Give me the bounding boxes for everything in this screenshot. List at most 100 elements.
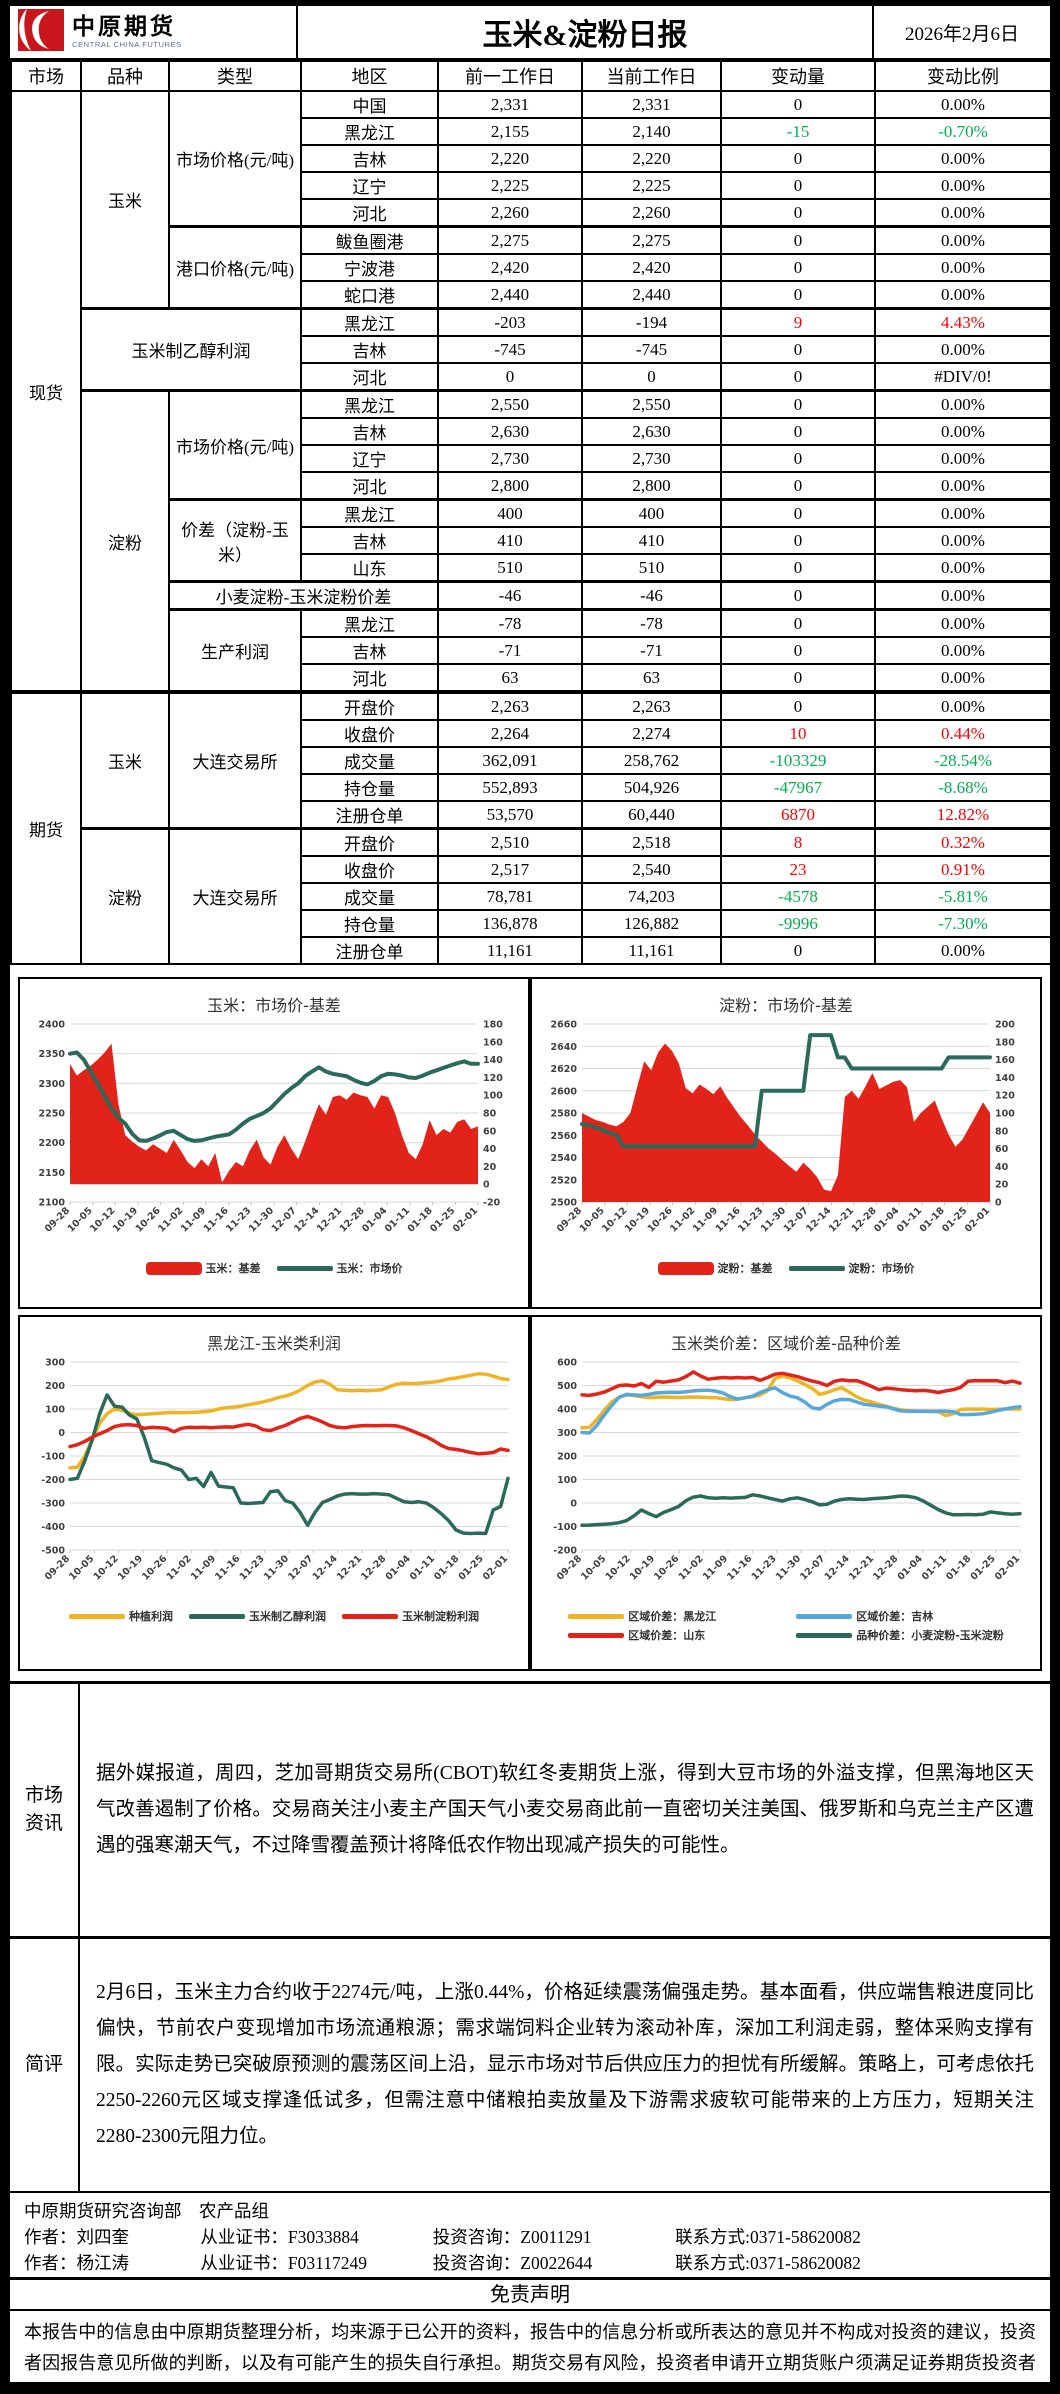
table-cell: 6870 bbox=[720, 800, 876, 830]
svg-text:0: 0 bbox=[483, 1180, 490, 1191]
svg-text:12-21: 12-21 bbox=[335, 1553, 364, 1582]
svg-text:-400: -400 bbox=[41, 1522, 65, 1533]
table-cell: 玉米 bbox=[80, 90, 170, 310]
table-row: 吉林 2,630 2,630 0 0.00% bbox=[11, 417, 1050, 446]
table-cell: 持仓量 bbox=[300, 773, 439, 802]
legend-item: 淀粉：基差 bbox=[657, 1260, 773, 1276]
author-advisory: 投资咨询：Z0022644 bbox=[432, 2253, 593, 2273]
legend-item: 玉米制乙醇利润 bbox=[189, 1608, 326, 1624]
table-cell: 0.00% bbox=[874, 526, 1050, 555]
table-cell: -71 bbox=[437, 636, 583, 665]
table-cell: 10 bbox=[720, 719, 876, 748]
svg-text:12-14: 12-14 bbox=[823, 1553, 853, 1583]
table-cell: 收盘价 bbox=[300, 855, 439, 884]
svg-text:-200: -200 bbox=[553, 1546, 577, 1557]
charts-row-1: 玉米：市场价-基差 2100 2150 2200 2250 2300 2350 2400 -2… bbox=[18, 977, 1042, 1309]
legend-swatch-icon bbox=[342, 1613, 398, 1619]
table-cell: 2,260 bbox=[437, 198, 583, 228]
svg-text:400: 400 bbox=[557, 1405, 577, 1416]
table-cell: 552,893 bbox=[437, 773, 583, 802]
table-row: 河北 63 63 0 0.00% bbox=[11, 663, 1050, 693]
svg-text:01-18: 01-18 bbox=[432, 1553, 462, 1583]
svg-text:12-28: 12-28 bbox=[871, 1553, 901, 1583]
chart-starch-basis: 淀粉：市场价-基差 2500 2520 2540 2560 2580 2600 2620 26… bbox=[530, 977, 1042, 1309]
table-cell: 0.00% bbox=[874, 444, 1050, 473]
table-cell: 黑龙江 bbox=[300, 389, 439, 419]
table-cell: 0 bbox=[720, 498, 876, 528]
chart-title: 淀粉：市场价-基差 bbox=[719, 996, 853, 1015]
table-cell: 504,926 bbox=[581, 773, 722, 802]
svg-text:300: 300 bbox=[557, 1428, 577, 1439]
table-cell: 2,260 bbox=[581, 198, 722, 228]
legend-swatch-icon bbox=[796, 1632, 853, 1638]
table-cell: 吉林 bbox=[300, 526, 439, 555]
chart-corn-spreads: 玉米类价差：区域价差-品种价差 -200 -100 0 100 200 300 400 500… bbox=[530, 1315, 1042, 1671]
table-row: 持仓量 552,893 504,926 -47967 -8.68% bbox=[11, 773, 1050, 802]
report-date: 2026年2月6日 bbox=[872, 6, 1050, 58]
table-cell: 吉林 bbox=[300, 636, 439, 665]
table-cell: 0 bbox=[720, 444, 876, 473]
market-info-body: 据外媒报道，周四，芝加哥期货交易所(CBOT)软红冬麦期货上涨，得到大豆市场的外… bbox=[80, 1684, 1050, 1936]
table-cell: 蛇口港 bbox=[300, 280, 439, 310]
table-cell: 0.00% bbox=[874, 608, 1050, 638]
svg-text:12-07: 12-07 bbox=[286, 1553, 315, 1582]
table-cell: 小麦淀粉-玉米淀粉价差 bbox=[168, 580, 439, 611]
column-header: 变动比例 bbox=[874, 60, 1050, 92]
market-info-label: 市场资讯 bbox=[10, 1684, 80, 1936]
svg-text:2250: 2250 bbox=[39, 1109, 66, 1120]
svg-text:2620: 2620 bbox=[551, 1064, 578, 1075]
table-cell: 136,878 bbox=[437, 909, 583, 938]
svg-text:01-25: 01-25 bbox=[457, 1553, 486, 1582]
table-cell: 2,220 bbox=[437, 144, 583, 173]
table-cell: 大连交易所 bbox=[168, 690, 302, 830]
svg-text:2660: 2660 bbox=[551, 1020, 578, 1031]
charts-area: 玉米：市场价-基差 2100 2150 2200 2250 2300 2350 2400 -2… bbox=[10, 965, 1050, 1671]
table-cell: 山东 bbox=[300, 553, 439, 583]
table-cell: 11,161 bbox=[437, 936, 583, 965]
svg-text:2640: 2640 bbox=[551, 1042, 578, 1053]
table-cell: 河北 bbox=[300, 471, 439, 501]
author-advisory: 投资咨询：Z0011291 bbox=[432, 2227, 592, 2247]
table-cell: 2,275 bbox=[437, 225, 583, 255]
table-row: 山东 510 510 0 0.00% bbox=[11, 553, 1050, 583]
table-cell: 0 bbox=[720, 90, 876, 119]
table-cell: -15 bbox=[720, 117, 876, 146]
table-cell: 2,420 bbox=[437, 253, 583, 282]
table-cell: 0 bbox=[720, 471, 876, 501]
table-cell: 8 bbox=[720, 827, 876, 857]
legend-item: 淀粉：市场价 bbox=[788, 1260, 915, 1276]
table-cell: 400 bbox=[437, 498, 583, 528]
table-row: 河北 2,800 2,800 0 0.00% bbox=[11, 471, 1050, 501]
table-cell: 0 bbox=[720, 335, 876, 364]
legend-swatch-icon bbox=[796, 1613, 853, 1619]
svg-text:10-05: 10-05 bbox=[579, 1553, 608, 1582]
svg-text:-100: -100 bbox=[41, 1452, 65, 1463]
legend-item: 玉米：市场价 bbox=[276, 1260, 403, 1276]
charts-row-2: 黑龙江-玉米类利润 -500 -400 -300 -200 -100 0 100 200 300… bbox=[18, 1315, 1042, 1671]
table-row: 成交量 362,091 258,762 -103329 -28.54% bbox=[11, 746, 1050, 775]
table-cell: 收盘价 bbox=[300, 719, 439, 748]
table-cell: 吉林 bbox=[300, 417, 439, 446]
chart-title: 玉米：市场价-基差 bbox=[207, 996, 341, 1015]
table-row: 持仓量 136,878 126,882 -9996 -7.30% bbox=[11, 909, 1050, 938]
chart-canvas: 2500 2520 2540 2560 2580 2600 2620 2640 2660 0 20 4… bbox=[551, 1020, 1016, 1235]
svg-text:11-30: 11-30 bbox=[262, 1553, 292, 1583]
legend-item: 种植利润 bbox=[69, 1608, 173, 1624]
column-header: 前一工作日 bbox=[437, 60, 583, 92]
table-cell: 510 bbox=[581, 553, 722, 583]
legend-item: 玉米制淀粉利润 bbox=[342, 1608, 479, 1624]
table-row: 生产利润 黑龙江 -78 -78 0 0.00% bbox=[11, 608, 1050, 693]
table-cell: 2,225 bbox=[437, 171, 583, 200]
table-cell: 辽宁 bbox=[300, 444, 439, 473]
table-cell: 0 bbox=[720, 690, 876, 721]
report-header: 中原期货 CENTRAL CHINA FUTURES 玉米&淀粉日报 2026年… bbox=[10, 6, 1050, 60]
report-title: 玉米&淀粉日报 bbox=[482, 19, 688, 52]
table-cell: 黑龙江 bbox=[300, 608, 439, 638]
table-cell: 现货 bbox=[10, 90, 82, 693]
table-cell: 持仓量 bbox=[300, 909, 439, 938]
svg-text:140: 140 bbox=[995, 1073, 1015, 1084]
author-contact: 联系方式:0371-58620082 bbox=[675, 2227, 861, 2247]
table-cell: 0 bbox=[720, 580, 876, 611]
table-cell: 开盘价 bbox=[300, 690, 439, 721]
